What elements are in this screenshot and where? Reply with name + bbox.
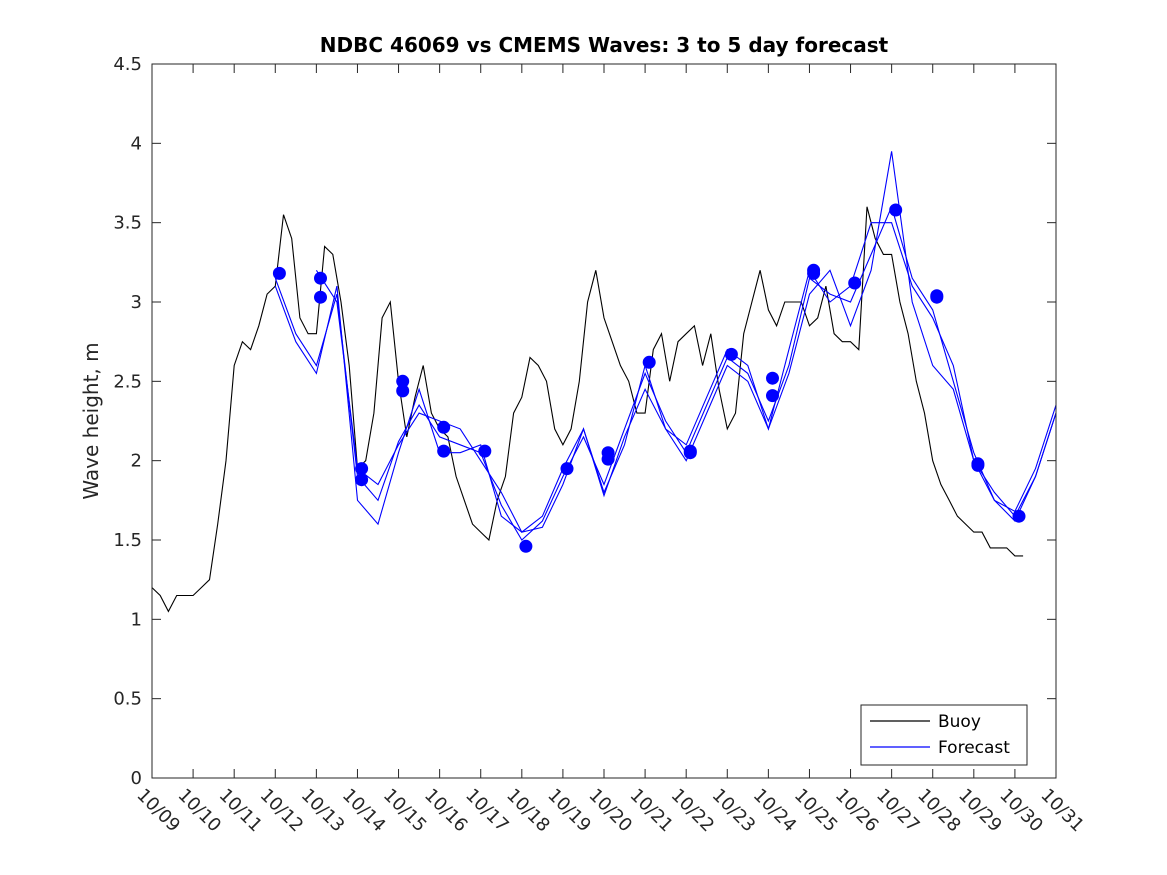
x-tick-label: 10/26 xyxy=(831,785,883,837)
y-tick-label: 0.5 xyxy=(113,689,142,710)
x-tick-label: 10/13 xyxy=(297,785,349,837)
x-tick-label: 10/27 xyxy=(872,785,924,837)
chart-title: NDBC 46069 vs CMEMS Waves: 3 to 5 day fo… xyxy=(320,33,889,57)
forecast-marker xyxy=(396,384,410,398)
plot-lines xyxy=(151,151,1057,613)
forecast-marker xyxy=(1012,509,1026,523)
forecast-marker xyxy=(766,389,779,403)
x-tick-label: 10/16 xyxy=(420,785,472,837)
legend-forecast-label: Forecast xyxy=(938,738,1010,758)
x-tick-label: 10/12 xyxy=(256,785,308,837)
legend-buoy-label: Buoy xyxy=(938,712,981,732)
forecast-marker xyxy=(560,462,574,476)
x-tick-label: 10/17 xyxy=(461,785,513,837)
x-tick-label: 10/10 xyxy=(174,785,226,837)
x-tick-label: 10/31 xyxy=(1036,785,1088,837)
forecast-marker xyxy=(437,444,451,458)
forecast-line-2 xyxy=(315,222,1057,533)
legend-box xyxy=(860,704,1028,766)
forecast-marker xyxy=(314,271,327,285)
x-tick-label: 10/29 xyxy=(954,785,1006,837)
x-tick-label: 10/09 xyxy=(132,785,184,837)
x-tick-label: 10/11 xyxy=(215,785,267,837)
forecast-marker xyxy=(807,266,821,280)
y-tick-label: 0 xyxy=(131,768,142,789)
x-tick-label: 10/23 xyxy=(708,785,760,837)
x-tick-label: 10/24 xyxy=(749,785,801,837)
forecast-marker xyxy=(272,266,286,280)
forecast-marker xyxy=(848,276,862,290)
x-tick-label: 10/18 xyxy=(502,785,554,837)
x-tick-label: 10/15 xyxy=(379,785,431,837)
y-tick-label: 1.5 xyxy=(113,530,142,551)
forecast-marker xyxy=(766,371,779,385)
y-tick-label: 4.5 xyxy=(113,54,142,75)
y-axis-label: Wave height, m xyxy=(79,342,103,499)
forecast-marker xyxy=(314,290,327,304)
x-tick-label: 10/20 xyxy=(584,785,636,837)
forecast-marker xyxy=(930,290,944,304)
forecast-marker xyxy=(396,374,410,388)
x-tick-label: 10/14 xyxy=(338,785,390,837)
forecast-marker xyxy=(642,355,656,369)
x-tick-label: 10/21 xyxy=(626,785,678,837)
forecast-marker xyxy=(724,347,738,361)
x-tick-label: 10/28 xyxy=(913,785,965,837)
forecast-marker xyxy=(601,452,615,466)
y-tick-label: 3.5 xyxy=(113,213,142,234)
buoy-line xyxy=(151,206,1024,613)
forecast-marker xyxy=(355,473,369,487)
forecast-marker xyxy=(971,458,985,472)
legend: Buoy Forecast xyxy=(860,704,1028,766)
y-tick-label: 3 xyxy=(131,292,142,313)
y-tick-label: 2.5 xyxy=(113,371,142,392)
x-tick-label: 10/19 xyxy=(543,785,595,837)
forecast-marker xyxy=(478,444,492,458)
forecast-marker xyxy=(355,462,369,476)
y-tick-label: 4 xyxy=(131,133,142,154)
forecast-marker xyxy=(889,203,903,217)
forecast-marker xyxy=(683,446,697,460)
forecast-line-0 xyxy=(274,205,1057,541)
y-tick-label: 1 xyxy=(131,609,142,630)
forecast-marker xyxy=(519,539,533,553)
x-tick-label: 10/22 xyxy=(667,785,719,837)
forecast-marker xyxy=(437,420,451,434)
x-tick-label: 10/25 xyxy=(790,785,842,837)
x-tick-label: 10/30 xyxy=(995,785,1047,837)
y-tick-label: 2 xyxy=(131,451,142,472)
plot-area xyxy=(152,64,1056,778)
